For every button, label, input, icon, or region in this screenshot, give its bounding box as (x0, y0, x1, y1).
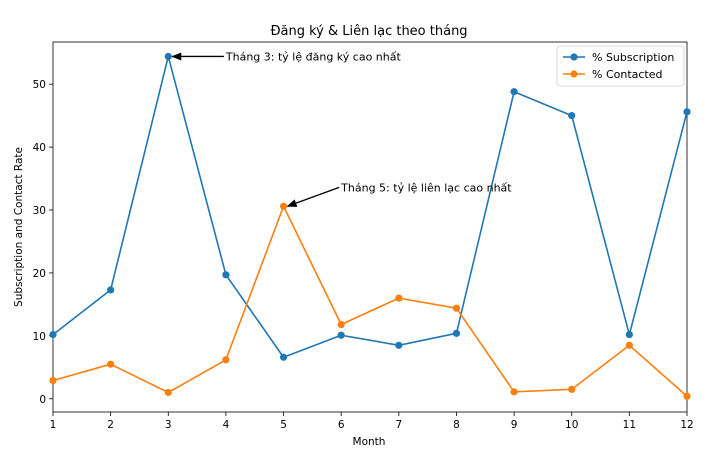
x-tick-label: 2 (107, 419, 114, 431)
data-point (279, 202, 288, 210)
data-point (337, 331, 345, 339)
annotation-arrow (286, 186, 340, 207)
y-tick-label: 0 (39, 394, 46, 406)
y-tick-label: 50 (33, 79, 46, 91)
series-line (52, 205, 688, 397)
y-tick-label: 30 (33, 205, 46, 217)
data-point (279, 353, 288, 361)
series-1 (49, 202, 691, 400)
data-point (107, 360, 115, 368)
legend: % Subscription % Contacted (556, 45, 685, 87)
series-layer (49, 52, 691, 400)
data-point (222, 356, 230, 364)
x-tick-label: 12 (680, 419, 693, 431)
x-tick-label: 5 (280, 419, 287, 431)
x-tick-label: 3 (165, 419, 172, 431)
data-point (395, 341, 403, 349)
x-tick-label: 6 (338, 419, 345, 431)
annotation-text: Tháng 3: tỷ lệ đăng ký cao nhất (225, 50, 402, 63)
data-point (107, 286, 115, 294)
x-tick-label: 1 (50, 419, 57, 431)
data-point (510, 388, 518, 396)
data-point (683, 108, 691, 116)
x-axis-ticks: 1 2 3 4 5 6 7 8 9 10 11 12 (50, 412, 694, 431)
data-point (452, 304, 461, 312)
x-tick-label: 4 (223, 419, 230, 431)
data-point (164, 52, 172, 61)
series-line (52, 55, 688, 359)
chart-title: Đăng ký & Liên lạc theo tháng (270, 24, 467, 39)
annotation-layer: Tháng 3: tỷ lệ đăng ký cao nhất Tháng 5: … (171, 50, 512, 207)
data-point (568, 385, 576, 393)
y-axis-label: Subscription and Contact Rate (13, 147, 25, 307)
legend-box (556, 45, 685, 87)
data-point (568, 112, 576, 120)
data-point (49, 376, 57, 385)
annotation-text: Tháng 5: tỷ lệ liên lạc cao nhất (340, 181, 512, 194)
data-point (222, 271, 230, 279)
y-tick-label: 40 (33, 142, 46, 154)
data-point (395, 294, 403, 302)
series-0 (49, 52, 691, 361)
plot-frame (52, 41, 688, 413)
data-point (510, 88, 518, 96)
x-tick-label: 11 (623, 419, 636, 431)
legend-marker-subscription (570, 53, 578, 61)
x-tick-label: 9 (511, 419, 518, 431)
legend-entry-subscription: % Subscription (592, 51, 674, 64)
y-tick-label: 20 (33, 268, 46, 280)
data-point (683, 392, 691, 400)
legend-marker-contacted (570, 70, 578, 78)
data-point (49, 331, 57, 339)
data-point (452, 329, 461, 337)
x-tick-label: 10 (565, 419, 578, 431)
x-tick-label: 8 (453, 419, 460, 431)
x-tick-label: 7 (395, 419, 402, 431)
data-point (337, 320, 345, 329)
data-point (625, 331, 633, 339)
legend-entry-contacted: % Contacted (592, 68, 663, 81)
data-point (625, 341, 633, 349)
x-axis-label: Month (353, 436, 386, 448)
plot-area (52, 41, 688, 413)
y-tick-label: 10 (33, 331, 46, 343)
y-axis-ticks: 0 10 20 30 40 50 (33, 79, 53, 406)
data-point (164, 388, 172, 397)
